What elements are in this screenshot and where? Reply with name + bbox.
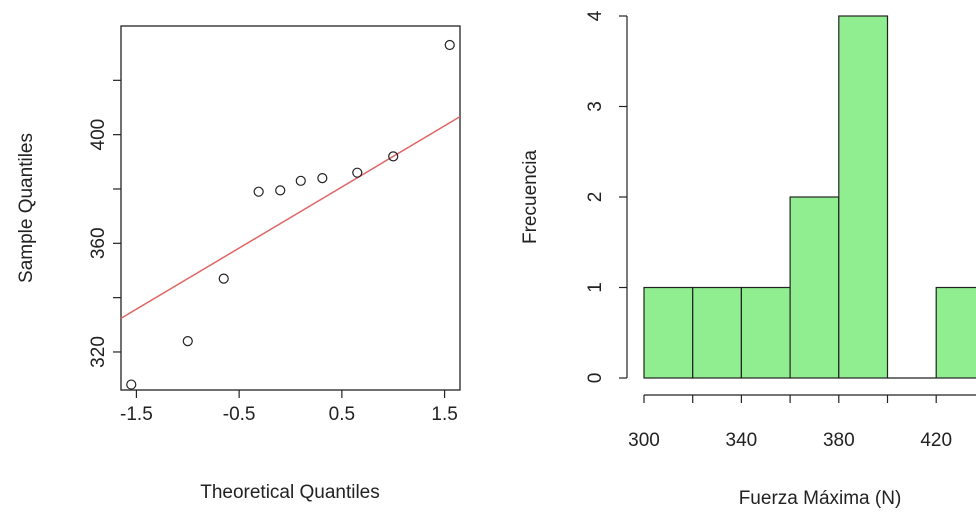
histogram-x-tick-label: 420 (920, 430, 952, 451)
histogram-bar (643, 286, 694, 379)
qq-point (253, 186, 264, 197)
histogram: 300 340 380 420 0 1 2 3 4 Fuerza Máxima (N) Fre… (520, 10, 976, 509)
histogram-bar (692, 286, 743, 379)
qq-y-axis-title: Sample Quantiles (16, 133, 37, 283)
histogram-x-tick-label: 300 (628, 430, 660, 451)
qq-y-tick-label: 320 (88, 336, 109, 368)
histogram-y-tick-label: 2 (585, 192, 606, 203)
qq-reference-line (120, 116, 461, 319)
histogram-bar (740, 286, 791, 379)
qq-y-axis: 320 360 400 (88, 79, 121, 368)
qq-point (388, 151, 399, 162)
qq-point (444, 39, 455, 51)
histogram-y-tick-label: 4 (585, 10, 606, 21)
histogram-y-tick-label: 0 (585, 373, 606, 384)
qq-point (126, 379, 137, 390)
qq-y-tick-label: 400 (88, 119, 109, 151)
qq-x-axis-title: Theoretical Quantiles (200, 482, 380, 503)
histogram-y-axis: 0 1 2 3 4 (585, 10, 628, 384)
qq-plot: -1.5 -0.5 0.5 1.5 320 360 400 Theoretical Qua… (16, 25, 461, 503)
qq-x-tick-label: 0.5 (329, 404, 355, 425)
qq-point (275, 185, 286, 196)
histogram-y-axis-title: Frecuencia (520, 150, 541, 244)
histogram-bars-group (643, 15, 976, 379)
qq-x-tick-label: -1.5 (120, 404, 153, 425)
histogram-x-tick-label: 380 (823, 430, 855, 451)
qq-x-tick-label: -0.5 (223, 404, 256, 425)
qq-points-group (126, 39, 455, 390)
qq-x-axis: -1.5 -0.5 0.5 1.5 (120, 390, 458, 425)
histogram-x-axis: 300 340 380 420 (628, 394, 976, 451)
qq-point (317, 173, 328, 184)
qq-plot-box (120, 25, 461, 391)
histogram-x-axis-title: Fuerza Máxima (N) (739, 488, 902, 509)
histogram-bar (838, 15, 889, 379)
qq-point (218, 273, 229, 284)
qq-point (352, 167, 363, 178)
qq-y-tick-label: 360 (88, 227, 109, 259)
histogram-bar (935, 286, 976, 379)
qq-point (182, 336, 193, 347)
qq-point (295, 175, 306, 186)
histogram-x-tick-label: 340 (726, 430, 758, 451)
histogram-y-tick-label: 1 (585, 282, 606, 293)
qq-reference-line-group (120, 116, 461, 319)
qq-x-tick-label: 1.5 (431, 404, 457, 425)
histogram-y-tick-label: 3 (585, 101, 606, 112)
histogram-bar (789, 196, 840, 379)
